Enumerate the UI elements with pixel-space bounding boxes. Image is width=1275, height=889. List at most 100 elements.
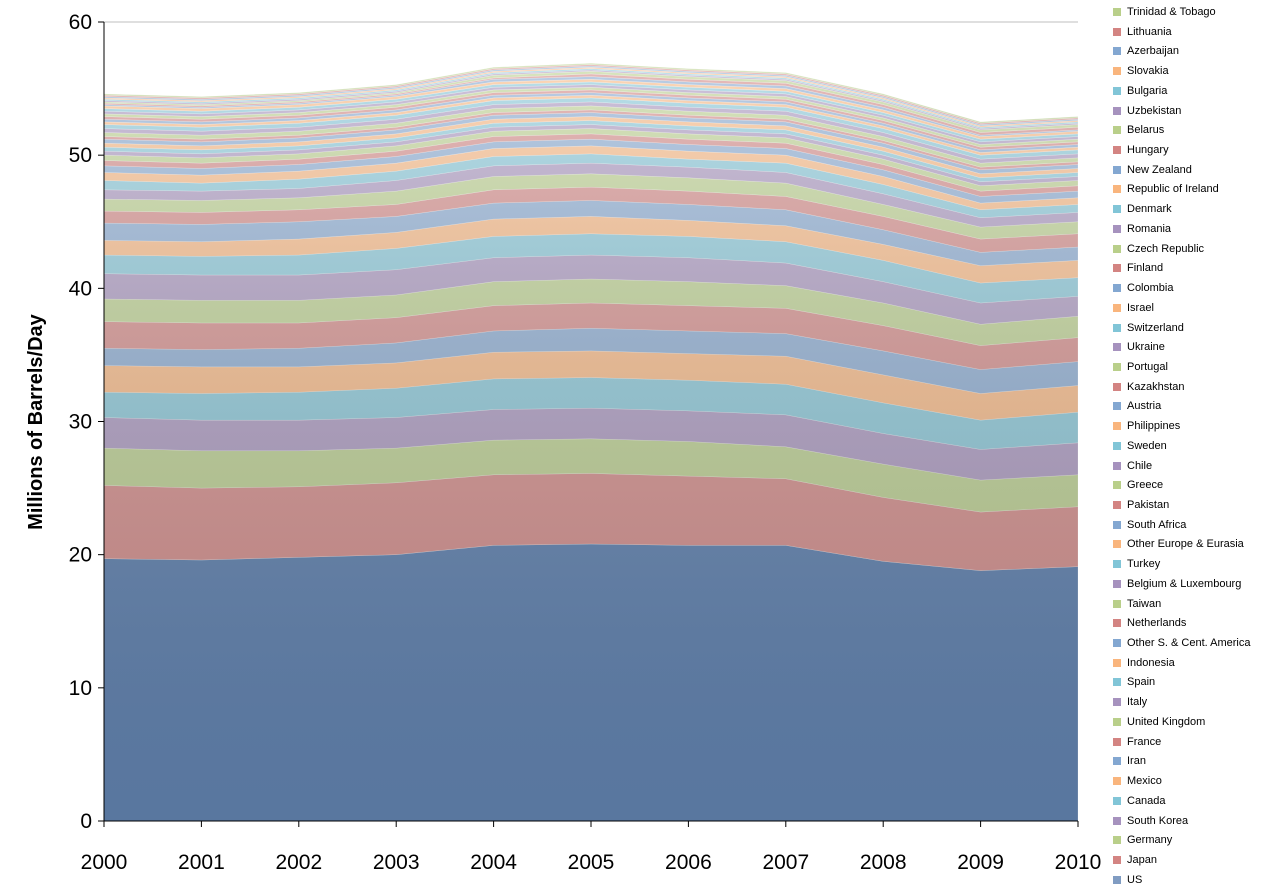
legend-label: Ukraine	[1127, 341, 1165, 354]
legend-swatch	[1113, 757, 1121, 766]
legend-item: Czech Republic	[1113, 241, 1204, 257]
legend-label: Azerbaijan	[1127, 45, 1179, 58]
legend-item: Netherlands	[1113, 615, 1186, 631]
legend-label: United Kingdom	[1127, 715, 1206, 728]
legend-swatch	[1113, 737, 1121, 746]
legend-label: Pakistan	[1127, 499, 1170, 511]
legend-swatch	[1113, 343, 1121, 352]
legend-swatch	[1113, 717, 1121, 726]
legend-label: Bulgaria	[1127, 84, 1168, 97]
legend-swatch	[1113, 599, 1121, 608]
legend-swatch	[1113, 323, 1121, 332]
legend-label: Hungary	[1127, 144, 1169, 157]
legend-label: Other Europe & Eurasia	[1127, 538, 1244, 551]
legend-swatch	[1113, 27, 1121, 36]
legend-label: Trinidad & Tobago	[1127, 6, 1216, 18]
legend-label: Portugal	[1127, 360, 1168, 373]
legend-item: Uzbekistan	[1113, 103, 1181, 119]
legend-item: South Korea	[1113, 813, 1188, 829]
legend-label: Lithuania	[1127, 25, 1172, 38]
legend-swatch	[1113, 796, 1121, 805]
legend-swatch	[1113, 185, 1121, 194]
x-tick-label: 2006	[665, 851, 712, 874]
legend-swatch	[1113, 362, 1121, 371]
legend-label: Italy	[1127, 696, 1148, 709]
x-tick-label: 2005	[568, 851, 615, 874]
legend-item: Turkey	[1113, 556, 1160, 572]
legend-swatch	[1113, 422, 1121, 431]
legend-swatch	[1113, 165, 1121, 174]
legend-swatch	[1113, 126, 1121, 135]
legend-item: Indonesia	[1113, 655, 1175, 671]
y-tick-label: 10	[69, 677, 92, 700]
legend-label: Kazakhstan	[1127, 380, 1185, 393]
legend-label: Mexico	[1127, 775, 1162, 788]
legend-item: Sweden	[1113, 438, 1167, 454]
x-tick-label: 2010	[1055, 851, 1102, 874]
legend-swatch	[1113, 678, 1121, 687]
x-tick-label: 2001	[178, 851, 225, 874]
legend-swatch	[1113, 47, 1121, 56]
legend-label: Romania	[1127, 222, 1172, 235]
legend-item: Republic of Ireland	[1113, 181, 1219, 197]
legend-label: Greece	[1127, 479, 1164, 492]
legend-item: Japan	[1113, 852, 1157, 868]
legend-swatch	[1113, 224, 1121, 233]
y-axis-title: Millions of Barrels/Day	[25, 313, 47, 529]
legend-swatch	[1113, 639, 1121, 648]
legend-swatch	[1113, 698, 1121, 707]
legend-label: Republic of Ireland	[1127, 183, 1219, 196]
legend-swatch	[1113, 86, 1121, 95]
legend-item: United Kingdom	[1113, 714, 1205, 730]
y-tick-label: 20	[69, 544, 92, 567]
legend-swatch	[1113, 836, 1121, 845]
legend-item: Slovakia	[1113, 63, 1169, 79]
legend-label: South Korea	[1127, 814, 1189, 827]
legend-item: Greece	[1113, 477, 1163, 493]
legend-label: Other S. & Cent. America	[1127, 637, 1251, 650]
legend-swatch	[1113, 303, 1121, 312]
legend-label: Japan	[1127, 853, 1157, 866]
legend-label: US	[1127, 873, 1143, 886]
area-series-group	[103, 63, 1079, 822]
legend-swatch	[1113, 619, 1121, 628]
legend-swatch	[1113, 875, 1121, 884]
legend-label: South Africa	[1127, 518, 1187, 531]
legend-item: Lithuania	[1113, 24, 1172, 40]
legend-swatch	[1113, 481, 1121, 490]
legend-item: Trinidad & Tobago	[1113, 4, 1216, 20]
legend-label: Belarus	[1127, 124, 1165, 137]
legend-item: Belgium & Luxembourg	[1113, 576, 1241, 592]
legend-item: Taiwan	[1113, 596, 1161, 612]
x-tick-label: 2007	[762, 851, 809, 874]
legend-label: Netherlands	[1127, 617, 1187, 630]
legend-item: Other Europe & Eurasia	[1113, 536, 1244, 552]
legend-label: Taiwan	[1127, 597, 1162, 610]
legend-swatch	[1113, 579, 1121, 588]
legend-label: Czech Republic	[1127, 242, 1205, 255]
legend: Trinidad & Tobago Lithuania Azerbaijan Slov…	[1113, 4, 1273, 888]
legend-item: South Africa	[1113, 517, 1186, 533]
legend-label: Germany	[1127, 834, 1173, 847]
legend-item: Germany	[1113, 832, 1172, 848]
y-tick-label: 0	[80, 810, 92, 833]
legend-label: Uzbekistan	[1127, 104, 1182, 117]
legend-item: Other S. & Cent. America	[1113, 635, 1251, 651]
legend-item: Chile	[1113, 458, 1152, 474]
x-tick-label: 2004	[470, 851, 517, 874]
legend-swatch	[1113, 540, 1121, 549]
legend-item: Azerbaijan	[1113, 43, 1179, 59]
legend-label: New Zealand	[1127, 163, 1192, 176]
legend-item: Switzerland	[1113, 320, 1184, 336]
legend-swatch	[1113, 816, 1121, 825]
legend-label: Iran	[1127, 755, 1146, 768]
x-tick-label: 2009	[957, 851, 1004, 874]
legend-item: Pakistan	[1113, 497, 1169, 513]
legend-swatch	[1113, 244, 1121, 253]
area-shading	[104, 63, 1078, 821]
legend-label: Philippines	[1127, 420, 1181, 433]
legend-item: Ukraine	[1113, 339, 1165, 355]
legend-item: Austria	[1113, 398, 1161, 414]
legend-swatch	[1113, 8, 1121, 16]
